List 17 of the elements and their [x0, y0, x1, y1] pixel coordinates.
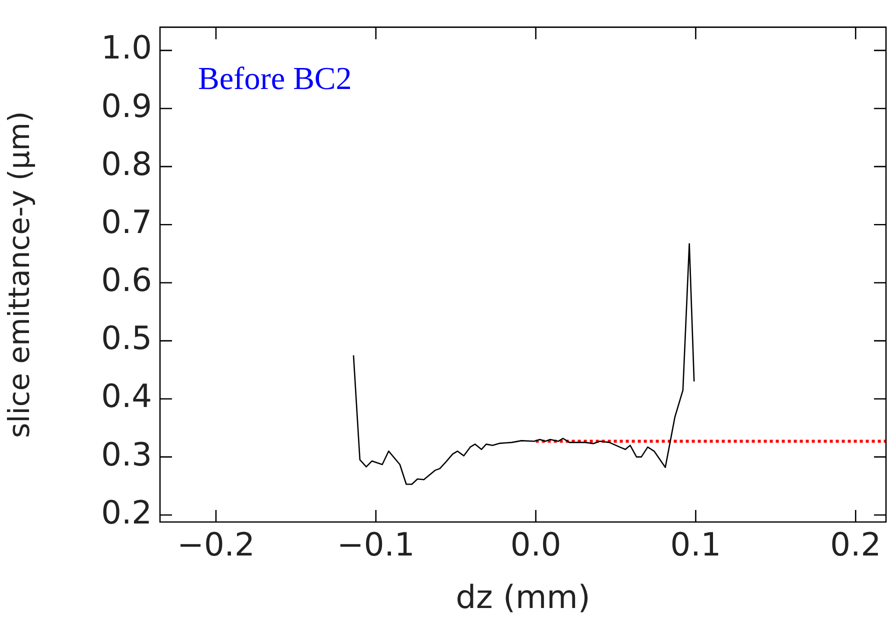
y-tick-label: 0.5: [101, 319, 152, 358]
x-axis-title: dz (mm): [456, 578, 590, 616]
y-tick-label: 0.6: [101, 261, 152, 300]
y-tick-label: 1.0: [101, 28, 152, 67]
y-tick-label: 0.8: [101, 144, 152, 183]
x-tick-label: −0.1: [337, 526, 415, 564]
x-tick-label: 0.2: [830, 526, 882, 564]
y-tick-label: 0.7: [101, 202, 152, 241]
x-tick-label: 0.1: [670, 526, 722, 564]
x-tick-label: 0.0: [510, 526, 562, 564]
y-tick-label: 0.4: [101, 377, 152, 416]
x-tick-label: −0.2: [177, 526, 255, 564]
annotation: Before BC2: [198, 60, 352, 96]
y-tick-label: 0.9: [101, 86, 152, 125]
y-tick-label: 0.3: [101, 435, 152, 474]
y-axis-title: slice emittance-y (μm): [2, 111, 36, 438]
y-tick-label: 0.2: [101, 493, 152, 532]
